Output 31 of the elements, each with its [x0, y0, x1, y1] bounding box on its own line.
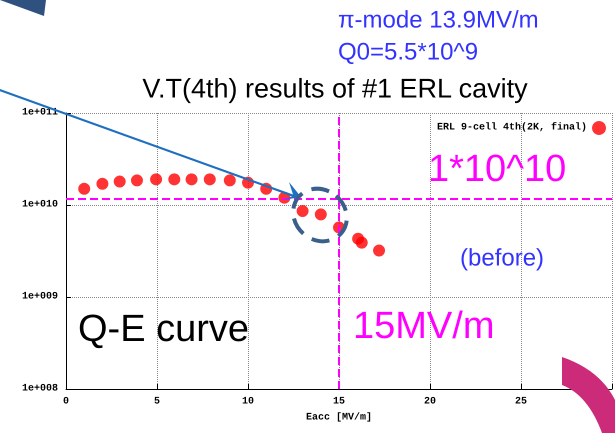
annotation: 1*10^10	[428, 148, 566, 190]
point	[204, 173, 216, 186]
annotation: (before)	[460, 244, 544, 272]
text: Q0=5.5*10^9	[338, 38, 478, 66]
x-tick-label: 15	[332, 396, 346, 408]
point	[373, 244, 386, 257]
point	[168, 173, 180, 186]
point	[224, 174, 236, 186]
point	[186, 173, 198, 186]
x-tick-label: 0	[62, 396, 70, 408]
x-tick-label: 25	[514, 396, 528, 408]
point	[356, 236, 368, 249]
point	[314, 208, 327, 220]
y-tick-label: 1e+008	[22, 384, 58, 394]
point	[96, 178, 108, 190]
x-tick-label: 5	[154, 396, 160, 408]
chart-title: V.T(4th) results of #1 ERL cavity	[142, 74, 528, 104]
x-tick-label: 20	[424, 396, 436, 408]
annotation: Q-E curve	[78, 308, 250, 350]
legend-label: ERL 9-cell 4th(2K, final)	[436, 122, 587, 134]
ref-line-label: 15MV/m	[353, 305, 494, 347]
text: π-mode 13.9MV/m	[338, 6, 539, 34]
y-tick-label: 1e+009	[22, 292, 58, 302]
point	[114, 176, 126, 188]
point	[150, 173, 162, 186]
point	[78, 182, 90, 195]
point	[130, 174, 143, 186]
x-tick-label: 10	[242, 396, 254, 408]
point	[296, 205, 309, 218]
y-tick-label: 1e+010	[22, 200, 58, 210]
x-axis-title: Eacc [MV/m]	[306, 412, 372, 424]
